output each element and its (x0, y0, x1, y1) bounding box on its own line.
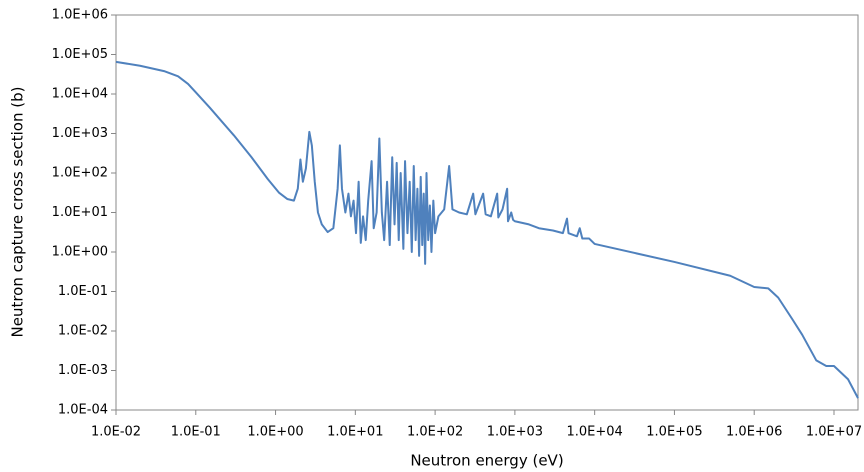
x-tick-label: 1.0E-02 (91, 425, 141, 440)
y-tick-label: 1.0E-04 (58, 403, 108, 418)
data-line (115, 60, 859, 399)
x-tick-label: 1.0E+05 (646, 425, 702, 440)
y-axis-title: Neutron capture cross section (b) (9, 87, 27, 338)
y-tick-label: 1.0E+04 (52, 87, 108, 102)
y-tick-label: 1.0E-01 (58, 284, 108, 299)
y-tick-label: 1.0E+03 (52, 126, 108, 141)
x-tick-label: 1.0E+06 (726, 425, 782, 440)
x-tick-label: 1.0E+02 (407, 425, 463, 440)
y-tick-label: 1.0E+06 (52, 8, 108, 23)
x-tick-label: 1.0E+07 (806, 425, 862, 440)
x-tick-label: 1.0E+04 (566, 425, 622, 440)
y-tick-label: 1.0E+01 (52, 205, 108, 220)
x-tick-label: 1.0E+03 (487, 425, 543, 440)
y-tick-label: 1.0E-03 (58, 363, 108, 378)
plot-frame (115, 14, 859, 411)
x-tick-label: 1.0E+01 (327, 425, 383, 440)
y-tick-label: 1.0E+00 (52, 245, 108, 260)
y-tick-label: 1.0E+02 (52, 166, 108, 181)
x-tick-label: 1.0E-01 (171, 425, 221, 440)
x-tick-label: 1.0E+00 (247, 425, 303, 440)
x-axis-title: Neutron energy (eV) (410, 452, 563, 470)
y-tick-label: 1.0E+05 (52, 47, 108, 62)
y-tick-label: 1.0E-02 (58, 324, 108, 339)
